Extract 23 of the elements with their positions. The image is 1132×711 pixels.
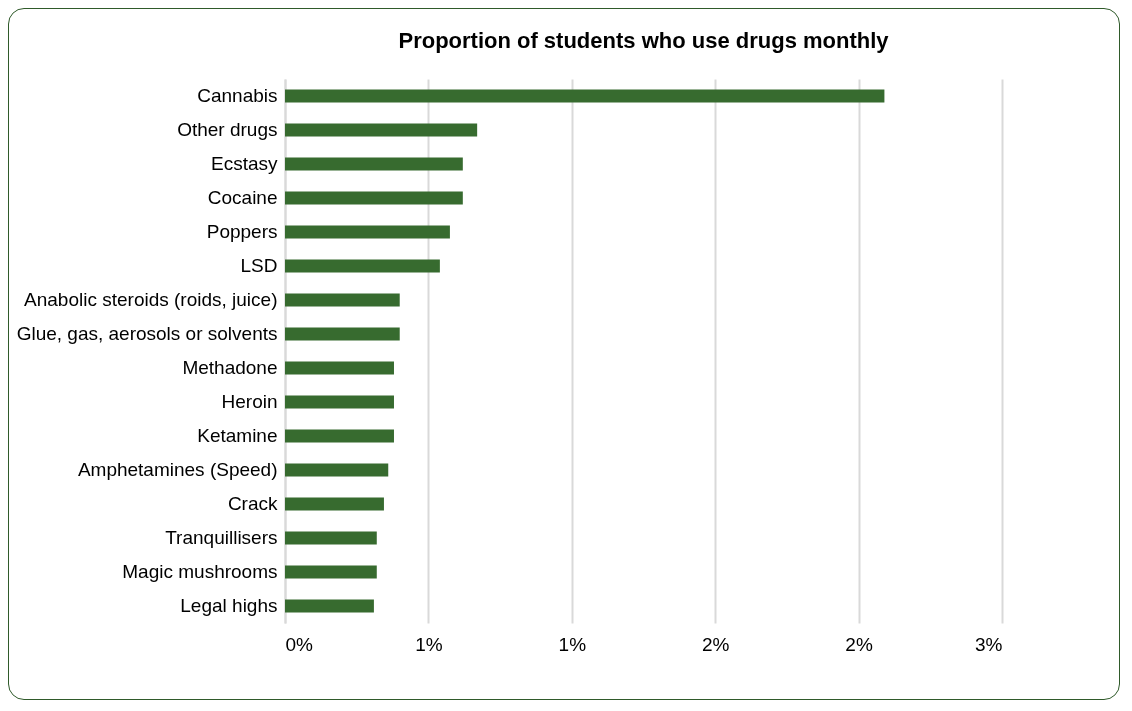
y-tick-label: Magic mushrooms <box>122 561 278 582</box>
y-tick-label: Poppers <box>206 221 278 242</box>
x-tick-label: 1% <box>558 633 587 655</box>
y-tick-label: Tranquillisers <box>165 527 278 548</box>
y-tick-label: Amphetamines (Speed) <box>77 459 278 480</box>
x-tick-label: 1% <box>415 633 443 655</box>
x-tick-label: 2% <box>701 633 730 655</box>
y-tick-label: Ecstasy <box>210 153 278 174</box>
x-tick-label: 2% <box>845 633 873 655</box>
x-tick-label: 3% <box>975 633 1003 655</box>
y-tick-label: Ketamine <box>197 425 278 446</box>
x-tick-label: 0% <box>285 633 314 655</box>
y-tick-label: Crack <box>227 493 278 514</box>
y-tick-label: Cannabis <box>197 85 278 106</box>
y-tick-label: LSD <box>240 255 278 276</box>
y-tick-label: Legal highs <box>180 595 278 616</box>
y-tick-label: Heroin <box>221 391 278 412</box>
y-tick-label: Cocaine <box>207 187 278 208</box>
y-tick-label: Glue, gas, aerosols or solvents <box>16 323 278 344</box>
y-tick-label: Methadone <box>182 357 278 378</box>
y-tick-label: Anabolic steroids (roids, juice) <box>24 289 278 310</box>
y-tick-label: Other drugs <box>177 119 278 140</box>
chart-title: Proportion of students who use drugs monthly <box>398 28 890 53</box>
